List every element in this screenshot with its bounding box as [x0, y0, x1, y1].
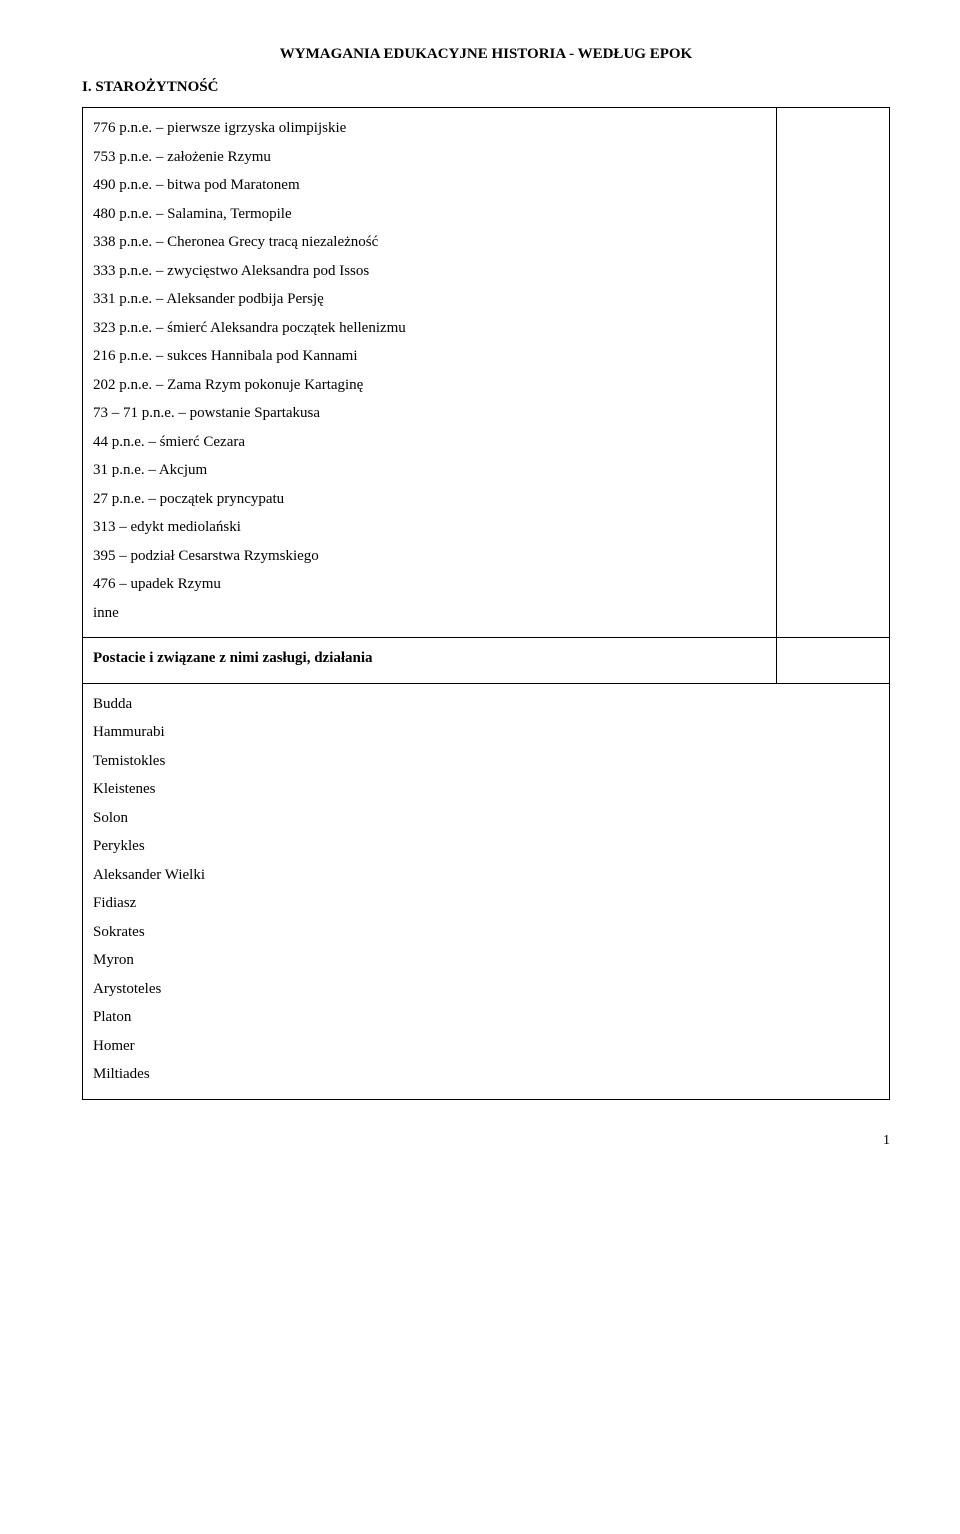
date-line: 338 p.n.e. – Cheronea Grecy tracą niezal…: [93, 228, 766, 257]
date-line: 27 p.n.e. – początek pryncypatu: [93, 485, 766, 514]
figure-line: Aleksander Wielki: [93, 861, 879, 890]
figure-line: Temistokles: [93, 747, 879, 776]
date-line: 216 p.n.e. – sukces Hannibala pod Kannam…: [93, 342, 766, 371]
date-line: 44 p.n.e. – śmierć Cezara: [93, 428, 766, 457]
figures-cell: Budda Hammurabi Temistokles Kleistenes S…: [83, 683, 890, 1099]
date-line: 776 p.n.e. – pierwsze igrzyska olimpijsk…: [93, 114, 766, 143]
figure-line: Fidiasz: [93, 889, 879, 918]
date-line: 313 – edykt mediolański: [93, 513, 766, 542]
date-line: 31 p.n.e. – Akcjum: [93, 456, 766, 485]
figure-line: Kleistenes: [93, 775, 879, 804]
dates-table: 776 p.n.e. – pierwsze igrzyska olimpijsk…: [82, 107, 890, 1100]
figure-line: Arystoteles: [93, 975, 879, 1004]
date-line: 73 – 71 p.n.e. – powstanie Spartakusa: [93, 399, 766, 428]
figures-heading-cell: Postacie i związane z nimi zasługi, dzia…: [83, 638, 777, 684]
date-line: 331 p.n.e. – Aleksander podbija Persję: [93, 285, 766, 314]
figure-line: Solon: [93, 804, 879, 833]
figure-line: Hammurabi: [93, 718, 879, 747]
date-line: 202 p.n.e. – Zama Rzym pokonuje Kartagin…: [93, 371, 766, 400]
document-title: WYMAGANIA EDUKACYJNE HISTORIA - WEDŁUG E…: [82, 40, 890, 69]
date-line: inne: [93, 599, 766, 628]
figure-line: Sokrates: [93, 918, 879, 947]
figure-line: Budda: [93, 690, 879, 719]
date-line: 476 – upadek Rzymu: [93, 570, 766, 599]
page-number: 1: [82, 1128, 890, 1155]
dates-cell: 776 p.n.e. – pierwsze igrzyska olimpijsk…: [83, 108, 777, 638]
date-line: 333 p.n.e. – zwycięstwo Aleksandra pod I…: [93, 257, 766, 286]
figure-line: Homer: [93, 1032, 879, 1061]
date-line: 753 p.n.e. – założenie Rzymu: [93, 143, 766, 172]
figure-line: Myron: [93, 946, 879, 975]
figure-line: Perykles: [93, 832, 879, 861]
date-line: 395 – podział Cesarstwa Rzymskiego: [93, 542, 766, 571]
figures-heading-right-cell: [777, 638, 890, 684]
figure-line: Platon: [93, 1003, 879, 1032]
date-line: 323 p.n.e. – śmierć Aleksandra początek …: [93, 314, 766, 343]
dates-right-cell: [777, 108, 890, 638]
figure-line: Miltiades: [93, 1060, 879, 1089]
date-line: 480 p.n.e. – Salamina, Termopile: [93, 200, 766, 229]
figures-heading: Postacie i związane z nimi zasługi, dzia…: [93, 650, 373, 666]
section-heading: I. STAROŻYTNOŚĆ: [82, 73, 890, 102]
date-line: 490 p.n.e. – bitwa pod Maratonem: [93, 171, 766, 200]
